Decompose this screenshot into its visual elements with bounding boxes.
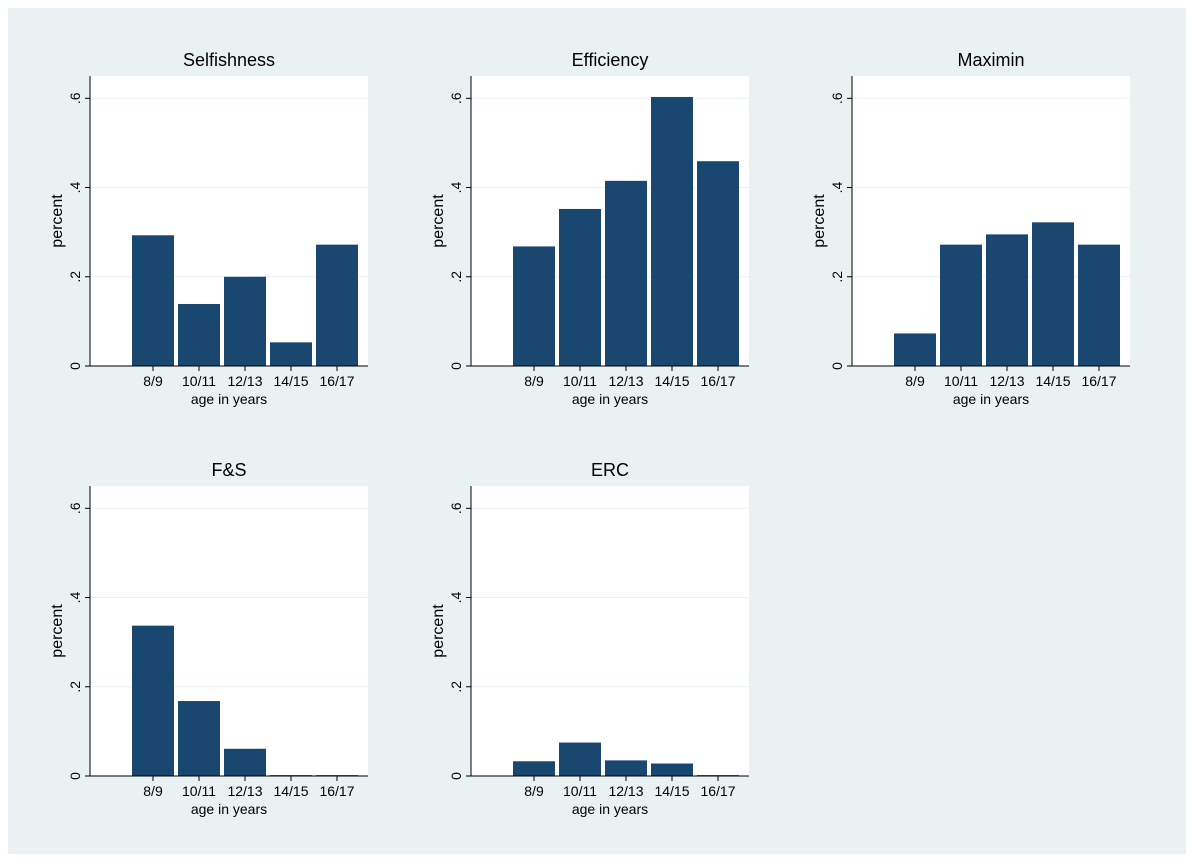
x-tick-label: 10/11: [563, 783, 597, 799]
x-tick-label: 12/13: [227, 783, 262, 799]
y-tick-label: .4: [448, 591, 464, 603]
y-tick-label: .6: [67, 502, 83, 514]
bar: [513, 761, 555, 776]
bar: [894, 333, 936, 366]
bar: [651, 96, 693, 366]
x-axis-label: age in years: [191, 801, 267, 817]
y-axis-label: percent: [49, 604, 66, 658]
y-tick-label: .6: [67, 92, 83, 104]
x-tick-label: 14/15: [654, 783, 689, 799]
bar: [559, 742, 601, 776]
bar: [224, 748, 266, 776]
y-tick-label: .6: [448, 92, 464, 104]
x-tick-label: 12/13: [227, 373, 262, 389]
x-tick-label: 10/11: [182, 783, 216, 799]
y-tick-label: .4: [67, 181, 83, 193]
chart-panel: 0 .2 .4 .6 8/9 10/11 12/13 14/15 16/17 F&S age in …: [49, 460, 368, 817]
x-axis-label: age in years: [572, 391, 648, 407]
x-tick-label: 14/15: [654, 373, 689, 389]
y-tick-label: .4: [448, 181, 464, 193]
chart-panel: 0 .2 .4 .6 8/9 10/11 12/13 14/15 16/17 Selfishnes…: [49, 50, 368, 407]
bar: [132, 625, 174, 776]
bar: [132, 235, 174, 366]
bar: [1078, 244, 1120, 366]
x-tick-label: 14/15: [273, 783, 308, 799]
bar: [605, 180, 647, 366]
y-tick-label: .6: [448, 502, 464, 514]
y-tick-label: 0: [829, 362, 845, 370]
x-tick-label: 16/17: [319, 783, 354, 799]
chart-title: F&S: [211, 460, 246, 480]
x-tick-label: 12/13: [608, 373, 643, 389]
x-tick-label: 10/11: [563, 373, 597, 389]
chart-panel: 0 .2 .4 .6 8/9 10/11 12/13 14/15 16/17 ERC age in …: [430, 460, 749, 817]
x-tick-label: 8/9: [905, 373, 925, 389]
chart-title: Maximin: [957, 50, 1024, 70]
x-axis-label: age in years: [191, 391, 267, 407]
y-tick-label: .2: [67, 271, 83, 283]
bar: [270, 342, 312, 366]
x-tick-label: 16/17: [700, 373, 735, 389]
x-tick-label: 8/9: [143, 373, 163, 389]
x-axis-label: age in years: [953, 391, 1029, 407]
plot-area: [90, 486, 368, 776]
y-tick-label: .2: [448, 681, 464, 693]
bar: [605, 760, 647, 776]
y-tick-label: .2: [448, 271, 464, 283]
x-tick-label: 16/17: [700, 783, 735, 799]
x-tick-label: 16/17: [1081, 373, 1116, 389]
x-tick-label: 16/17: [319, 373, 354, 389]
y-axis-label: percent: [430, 604, 447, 658]
chart-panels: 0 .2 .4 .6 8/9 10/11 12/13 14/15 16/17 Selfishnes…: [49, 50, 1130, 817]
bar: [986, 234, 1028, 366]
y-tick-label: .2: [829, 271, 845, 283]
x-tick-label: 12/13: [989, 373, 1024, 389]
chart-title: Selfishness: [183, 50, 275, 70]
chart-title: ERC: [591, 460, 629, 480]
bar: [178, 701, 220, 776]
y-tick-label: 0: [67, 362, 83, 370]
x-tick-label: 12/13: [608, 783, 643, 799]
x-tick-label: 8/9: [524, 373, 544, 389]
plot-area: [471, 486, 749, 776]
x-tick-label: 8/9: [143, 783, 163, 799]
bar: [513, 246, 555, 366]
bar: [178, 303, 220, 366]
chart-panel: 0 .2 .4 .6 8/9 10/11 12/13 14/15 16/17 Efficiency…: [430, 50, 749, 407]
chart-panel: 0 .2 .4 .6 8/9 10/11 12/13 14/15 16/17 Maximin age…: [811, 50, 1130, 407]
y-tick-label: .4: [67, 591, 83, 603]
y-axis-label: percent: [49, 194, 66, 248]
x-tick-label: 10/11: [944, 373, 978, 389]
y-tick-label: .6: [829, 92, 845, 104]
bar: [316, 244, 358, 366]
y-tick-label: .2: [67, 681, 83, 693]
bar: [651, 763, 693, 776]
y-tick-label: 0: [448, 362, 464, 370]
y-tick-label: 0: [67, 772, 83, 780]
bar: [1032, 222, 1074, 366]
bar: [559, 208, 601, 366]
bar: [697, 161, 739, 366]
x-axis-label: age in years: [572, 801, 648, 817]
chart-title: Efficiency: [572, 50, 649, 70]
x-tick-label: 14/15: [1035, 373, 1070, 389]
y-tick-label: .4: [829, 181, 845, 193]
bar: [940, 244, 982, 366]
y-axis-label: percent: [811, 194, 828, 248]
y-axis-label: percent: [430, 194, 447, 248]
x-tick-label: 14/15: [273, 373, 308, 389]
x-tick-label: 10/11: [182, 373, 216, 389]
bar: [224, 276, 266, 366]
y-tick-label: 0: [448, 772, 464, 780]
x-tick-label: 8/9: [524, 783, 544, 799]
